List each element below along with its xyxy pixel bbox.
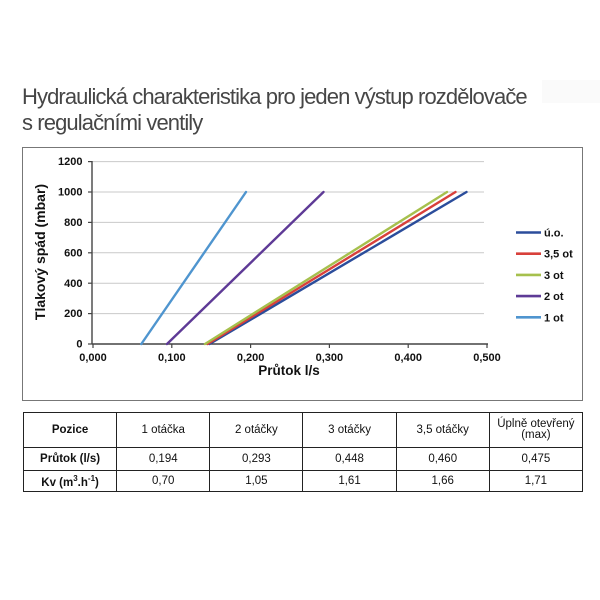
svg-text:0,400: 0,400 — [394, 352, 422, 364]
svg-text:0: 0 — [76, 338, 82, 350]
svg-text:200: 200 — [64, 308, 82, 320]
svg-text:0,500: 0,500 — [473, 352, 501, 364]
svg-text:1 ot: 1 ot — [544, 312, 564, 324]
svg-text:0,200: 0,200 — [236, 352, 264, 364]
svg-text:Tlakový spád (mbar): Tlakový spád (mbar) — [32, 184, 48, 320]
svg-text:600: 600 — [64, 247, 82, 259]
svg-text:0,300: 0,300 — [315, 352, 343, 364]
svg-text:Průtok l/s: Průtok l/s — [258, 363, 320, 378]
svg-text:2 ot: 2 ot — [544, 291, 564, 303]
svg-text:ú.o.: ú.o. — [544, 227, 564, 239]
svg-text:800: 800 — [64, 217, 82, 229]
svg-text:3,5 ot: 3,5 ot — [544, 248, 573, 260]
svg-text:3 ot: 3 ot — [544, 270, 564, 282]
svg-text:400: 400 — [64, 277, 82, 289]
svg-text:0,000: 0,000 — [79, 352, 107, 364]
svg-text:0,100: 0,100 — [158, 352, 186, 364]
svg-text:1200: 1200 — [58, 156, 82, 168]
svg-text:1000: 1000 — [58, 186, 82, 198]
